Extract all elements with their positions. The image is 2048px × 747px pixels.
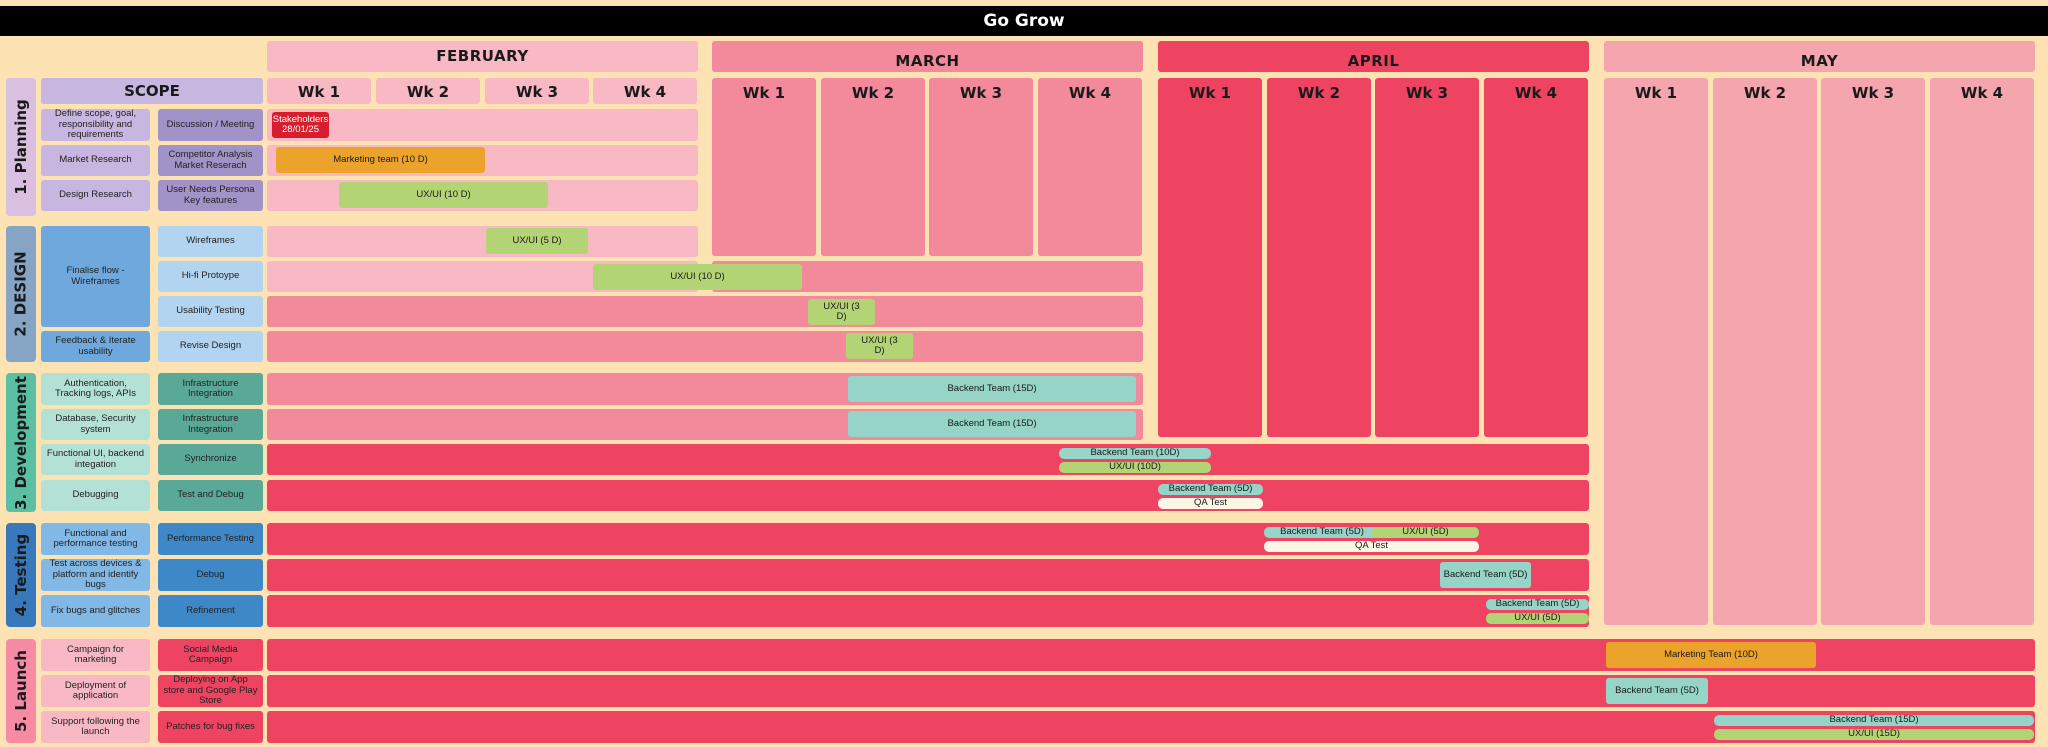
task-marketing-team[interactable]: Marketing team (10 D) <box>276 147 485 173</box>
scope-functional-performance: Functional and performance testing <box>41 523 150 555</box>
phase-development: 3. Development <box>6 373 36 512</box>
may-week-3: Wk 3 <box>1821 78 1925 625</box>
activity-patches: Patches for bug fixes <box>158 711 263 743</box>
activity-user-needs: User Needs Persona Key features <box>158 180 263 211</box>
scope-functional-ui: Functional UI, backend integation <box>41 444 150 475</box>
task-qa-test-debug[interactable]: QA Test <box>1158 498 1263 509</box>
scope-deployment: Deployment of application <box>41 675 150 707</box>
scope-campaign: Campaign for marketing <box>41 639 150 671</box>
scope-market-research: Market Research <box>41 145 150 176</box>
scope-design-research: Design Research <box>41 180 150 211</box>
timeline-row-synchronize <box>267 444 1589 475</box>
task-backend-synchronize[interactable]: Backend Team (10D) <box>1059 448 1211 459</box>
scope-support: Support following the launch <box>41 711 150 743</box>
apr-week-1: Wk 1 <box>1158 78 1262 437</box>
timeline-row-test-debug <box>267 480 1589 511</box>
mar-week-2: Wk 2 <box>821 78 925 256</box>
feb-week-3: Wk 3 <box>485 78 589 104</box>
scope-feedback: Feedback & Iterate usability <box>41 331 150 362</box>
task-backend-refinement[interactable]: Backend Team (5D) <box>1486 599 1589 610</box>
phase-testing: 4. Testing <box>6 523 36 627</box>
phase-design: 2. DESIGN <box>6 226 36 362</box>
task-backend-performance[interactable]: Backend Team (5D) <box>1264 527 1380 538</box>
activity-hifi: Hi-fi Protoype <box>158 261 263 292</box>
task-uxui-patches[interactable]: UX/UI (15D) <box>1714 729 2034 740</box>
task-backend-test-debug[interactable]: Backend Team (5D) <box>1158 484 1263 495</box>
feb-week-4: Wk 4 <box>593 78 697 104</box>
activity-competitor: Competitor Analysis Market Reserach <box>158 145 263 176</box>
activity-infra-1: Infrastructure Integration <box>158 373 263 405</box>
mar-week-3: Wk 3 <box>929 78 1033 256</box>
scope-finalise-flow: Finalise flow - Wireframes <box>41 226 150 327</box>
may-week-1: Wk 1 <box>1604 78 1708 625</box>
scope-database: Database, Security system <box>41 409 150 440</box>
month-march: MARCH <box>712 41 1143 72</box>
task-backend-patches[interactable]: Backend Team (15D) <box>1714 715 2034 726</box>
app-title: Go Grow <box>0 6 2048 36</box>
task-marketing-social[interactable]: Marketing Team (10D) <box>1606 642 1816 668</box>
timeline-row-usability <box>267 296 1143 327</box>
mar-week-4: Wk 4 <box>1038 78 1142 256</box>
activity-refinement: Refinement <box>158 595 263 627</box>
task-backend-infra-1[interactable]: Backend Team (15D) <box>848 376 1136 402</box>
task-backend-debug[interactable]: Backend Team (5D) <box>1440 562 1531 588</box>
timeline-row-debug <box>267 559 1589 591</box>
scope-test-devices: Test across devices & platform and ident… <box>41 559 150 591</box>
activity-synchronize: Synchronize <box>158 444 263 475</box>
apr-week-2: Wk 2 <box>1267 78 1371 437</box>
apr-week-3: Wk 3 <box>1375 78 1479 437</box>
month-april: APRIL <box>1158 41 1589 72</box>
activity-wireframes: Wireframes <box>158 226 263 257</box>
may-week-2: Wk 2 <box>1713 78 1817 625</box>
phase-launch: 5. Launch <box>6 639 36 743</box>
timeline-row-revise <box>267 331 1143 362</box>
task-stakeholders[interactable]: Stakeholders 28/01/25 <box>272 112 329 138</box>
task-qa-performance[interactable]: QA Test <box>1264 541 1479 552</box>
task-uxui-wireframes[interactable]: UX/UI (5 D) <box>486 228 588 254</box>
activity-discussion: Discussion / Meeting <box>158 109 263 141</box>
mar-week-1: Wk 1 <box>712 78 816 256</box>
feb-week-2: Wk 2 <box>376 78 480 104</box>
task-uxui-synchronize[interactable]: UX/UI (10D) <box>1059 462 1211 473</box>
activity-infra-2: Infrastructure Integration <box>158 409 263 440</box>
task-uxui-revise[interactable]: UX/UI (3 D) <box>846 333 913 359</box>
timeline-row-refinement <box>267 595 1589 627</box>
scope-header: SCOPE <box>41 78 263 104</box>
activity-revise: Revise Design <box>158 331 263 362</box>
activity-test-debug: Test and Debug <box>158 480 263 511</box>
scope-fix-bugs: Fix bugs and glitches <box>41 595 150 627</box>
apr-week-4: Wk 4 <box>1484 78 1588 437</box>
phase-planning: 1. Planning <box>6 78 36 216</box>
month-february: FEBRUARY <box>267 41 698 72</box>
scope-authentication: Authentication, Tracking logs, APIs <box>41 373 150 405</box>
activity-usability: Usability Testing <box>158 296 263 327</box>
task-uxui-performance[interactable]: UX/UI (5D) <box>1372 527 1479 538</box>
task-uxui-usability[interactable]: UX/UI (3 D) <box>808 299 875 325</box>
task-uxui-hifi[interactable]: UX/UI (10 D) <box>593 264 802 290</box>
month-may: MAY <box>1604 41 2035 72</box>
scope-debugging: Debugging <box>41 480 150 511</box>
task-uxui-design-research[interactable]: UX/UI (10 D) <box>339 182 548 208</box>
activity-debug: Debug <box>158 559 263 591</box>
timeline-row-discussion <box>267 109 698 141</box>
may-week-4: Wk 4 <box>1930 78 2034 625</box>
timeline-row-wireframes <box>267 226 698 257</box>
scope-define: Define scope, goal, responsibility and r… <box>41 109 150 141</box>
activity-performance: Performance Testing <box>158 523 263 555</box>
task-backend-deploying[interactable]: Backend Team (5D) <box>1606 678 1708 704</box>
activity-social: Social Media Campaign <box>158 639 263 671</box>
task-backend-infra-2[interactable]: Backend Team (15D) <box>848 411 1136 437</box>
activity-deploying: Deploying on App store and Google Play S… <box>158 675 263 707</box>
feb-week-1: Wk 1 <box>267 78 371 104</box>
task-uxui-refinement[interactable]: UX/UI (5D) <box>1486 613 1589 624</box>
timeline-row-deploying <box>267 675 2035 707</box>
